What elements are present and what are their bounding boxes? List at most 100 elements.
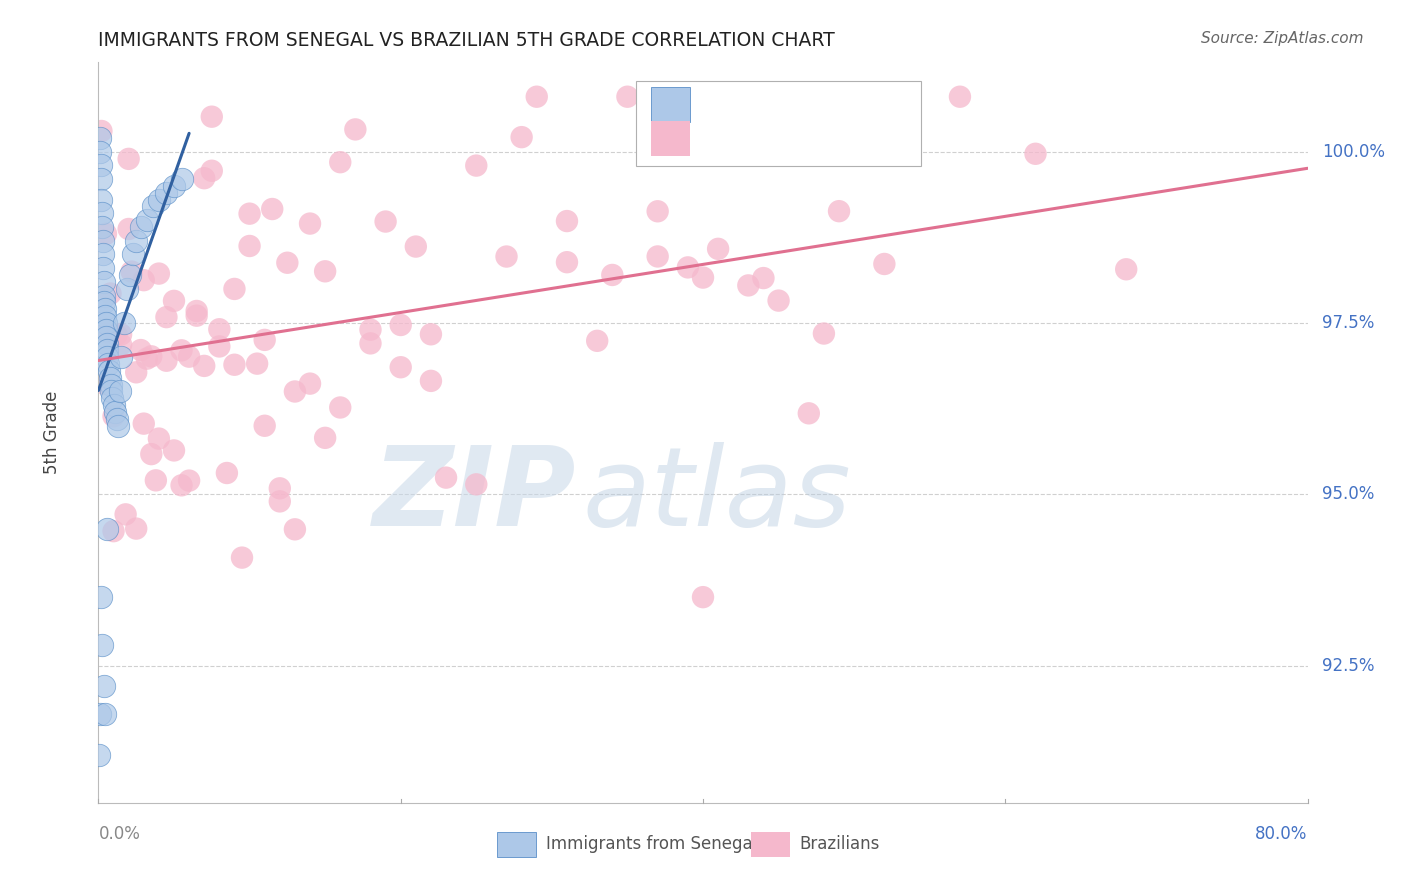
Text: R = 0.114   N = 99: R = 0.114 N = 99: [703, 129, 868, 148]
Point: [135, 351, 157, 366]
Text: 80.0%: 80.0%: [1256, 825, 1308, 843]
Text: 97.5%: 97.5%: [1322, 314, 1375, 332]
Point: [737, 278, 759, 293]
Point: [135, 213, 157, 227]
Point: [465, 159, 488, 173]
FancyBboxPatch shape: [637, 81, 921, 166]
Point: [93, 275, 115, 289]
Point: [314, 264, 336, 278]
Point: [299, 376, 322, 391]
Point: [110, 327, 132, 342]
Point: [91, 219, 114, 234]
Point: [105, 327, 128, 342]
Point: [889, 127, 911, 141]
Point: [125, 522, 148, 536]
Point: [91, 261, 114, 276]
Point: [104, 405, 127, 419]
Point: [253, 418, 276, 433]
Point: [103, 524, 125, 538]
Point: [676, 260, 699, 275]
Point: [93, 376, 115, 391]
Bar: [651, 87, 690, 122]
Point: [155, 186, 177, 200]
Point: [647, 249, 669, 263]
Point: [132, 273, 155, 287]
Point: [112, 316, 135, 330]
Point: [224, 358, 246, 372]
Point: [201, 163, 224, 178]
Point: [97, 357, 120, 371]
Text: 95.0%: 95.0%: [1322, 485, 1375, 503]
Text: R = 0.167   N = 52: R = 0.167 N = 52: [703, 95, 868, 113]
Point: [389, 360, 412, 375]
Point: [98, 364, 121, 378]
Point: [526, 89, 548, 103]
Point: [129, 219, 152, 234]
Point: [115, 282, 138, 296]
Point: [179, 474, 201, 488]
Point: [299, 217, 322, 231]
Point: [129, 343, 152, 357]
Point: [360, 323, 382, 337]
Point: [224, 282, 246, 296]
Point: [269, 481, 291, 495]
Point: [374, 214, 396, 228]
Point: [752, 271, 775, 285]
Point: [107, 418, 129, 433]
Point: [155, 310, 177, 325]
Point: [389, 318, 412, 332]
Point: [141, 447, 163, 461]
Point: [94, 227, 117, 241]
Point: [108, 384, 131, 399]
Point: [269, 494, 291, 508]
Point: [163, 178, 186, 193]
Point: [465, 477, 488, 491]
Point: [239, 207, 262, 221]
Bar: [751, 831, 790, 857]
Point: [100, 384, 122, 399]
Point: [101, 392, 124, 406]
Text: Source: ZipAtlas.com: Source: ZipAtlas.com: [1201, 31, 1364, 46]
Point: [142, 199, 165, 213]
Point: [768, 293, 790, 308]
Point: [510, 130, 533, 145]
Point: [193, 171, 215, 186]
Point: [100, 377, 122, 392]
Point: [96, 350, 118, 364]
Point: [96, 522, 118, 536]
Point: [96, 329, 118, 343]
Point: [96, 343, 118, 358]
Point: [93, 288, 115, 302]
Point: [797, 406, 820, 420]
Point: [148, 432, 170, 446]
Text: 100.0%: 100.0%: [1322, 143, 1385, 161]
Point: [103, 398, 125, 412]
Point: [90, 206, 112, 220]
Point: [132, 417, 155, 431]
Point: [360, 336, 382, 351]
Point: [616, 89, 638, 103]
Point: [89, 747, 111, 762]
Point: [90, 193, 112, 207]
Point: [110, 337, 132, 351]
Text: atlas: atlas: [582, 442, 851, 549]
Point: [121, 264, 143, 278]
Point: [90, 172, 112, 186]
Point: [344, 122, 367, 136]
Point: [163, 443, 186, 458]
Point: [1024, 146, 1046, 161]
Point: [208, 322, 231, 336]
Point: [647, 204, 669, 219]
Point: [100, 286, 122, 301]
Point: [329, 401, 352, 415]
Point: [186, 304, 208, 318]
Point: [89, 131, 111, 145]
Point: [170, 478, 193, 492]
Point: [602, 268, 624, 282]
Point: [94, 309, 117, 323]
Text: Immigrants from Senegal: Immigrants from Senegal: [546, 835, 756, 853]
Point: [94, 323, 117, 337]
Point: [231, 550, 253, 565]
Text: 0.0%: 0.0%: [98, 825, 141, 843]
Point: [90, 590, 112, 604]
